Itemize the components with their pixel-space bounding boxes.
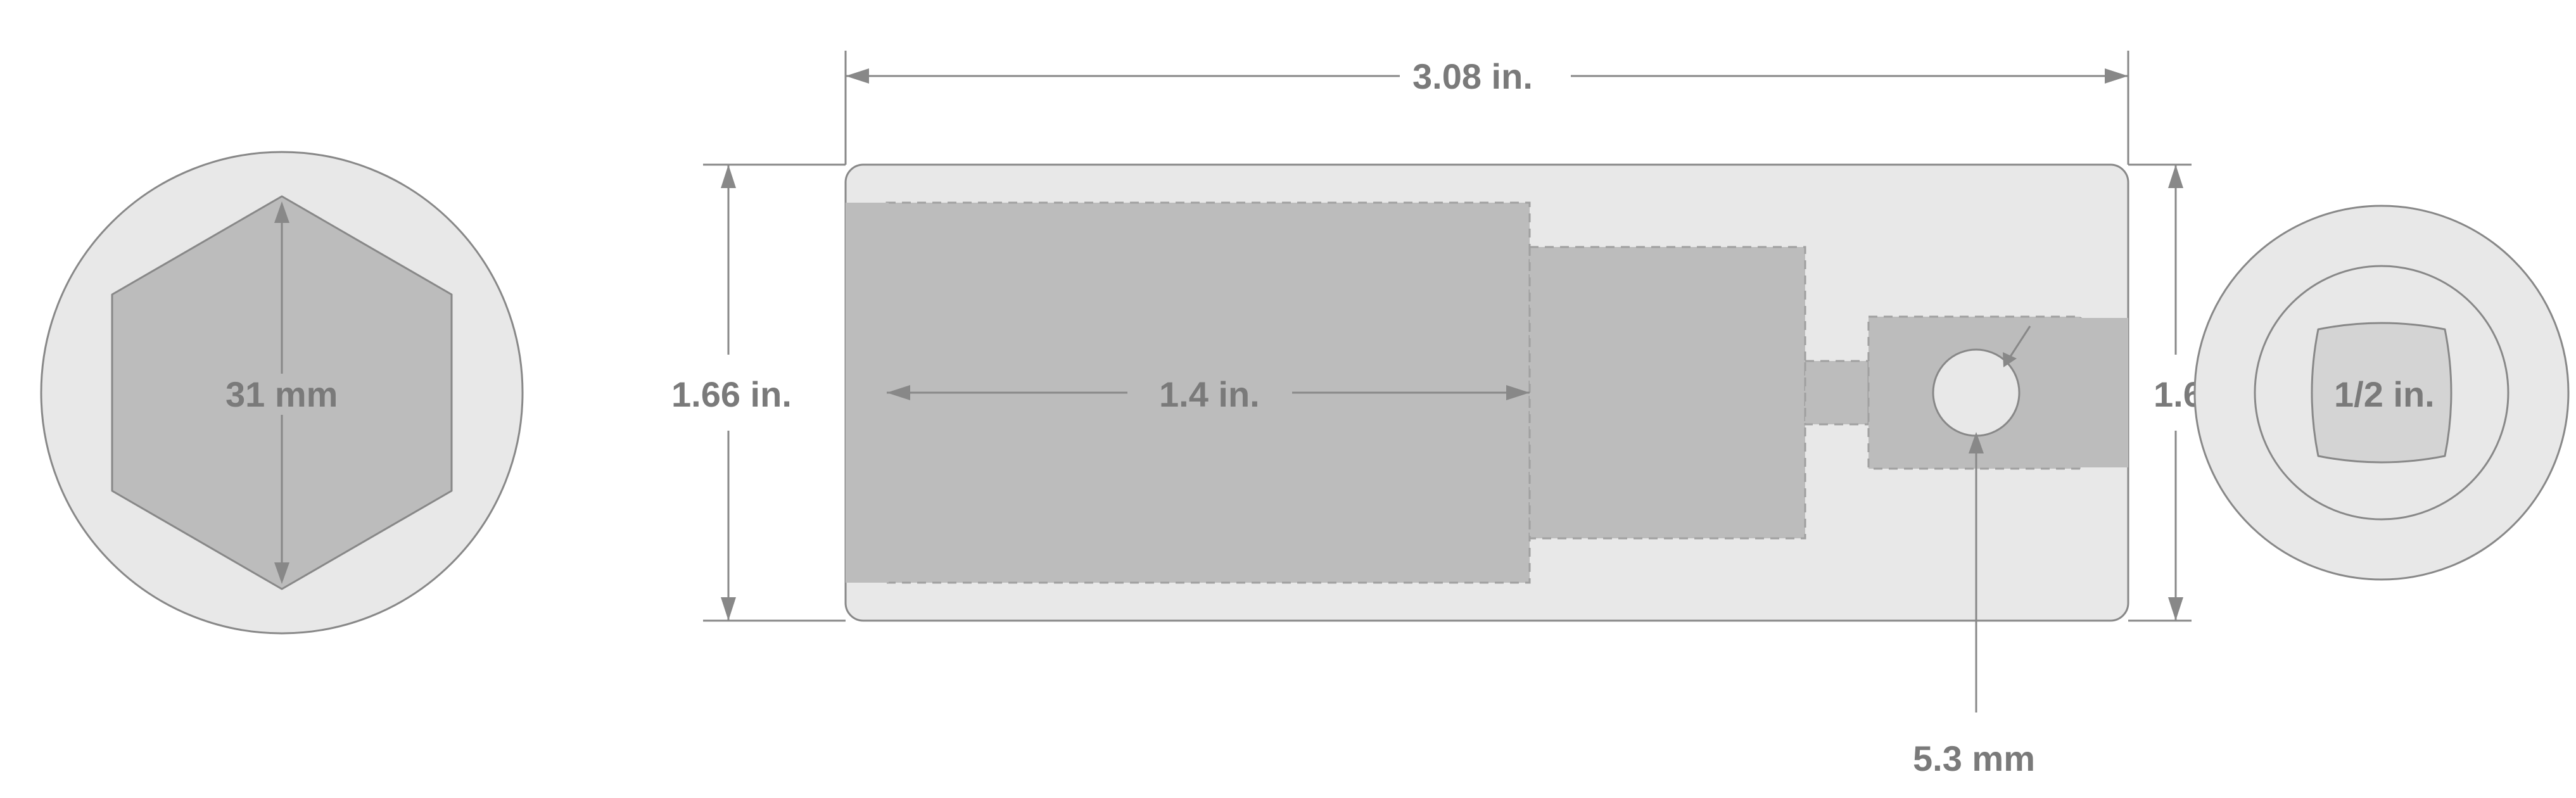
depth-label: 1.4 in. [1159, 374, 1260, 415]
pin-label: 5.3 mm [1913, 738, 2035, 779]
height-left-label: 1.66 in. [671, 374, 792, 415]
drive-size-label: 1/2 in. [2334, 374, 2435, 415]
hex-size-label: 31 mm [222, 374, 341, 415]
length-label: 3.08 in. [1412, 56, 1533, 97]
diagram-canvas: 31 mm [0, 0, 2576, 798]
side-view [671, 0, 2192, 798]
